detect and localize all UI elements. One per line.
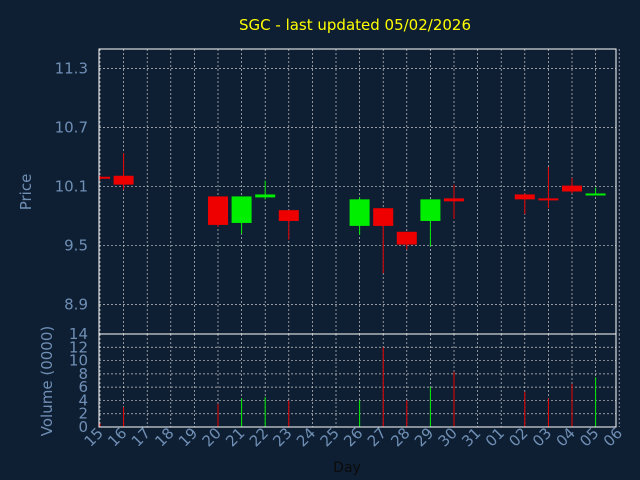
price-tick-label: 10.1 <box>55 178 88 196</box>
candle-body <box>396 231 417 245</box>
candle-body <box>562 185 582 192</box>
candle-body <box>100 176 110 179</box>
candle-body <box>208 196 228 225</box>
candles <box>99 153 606 274</box>
volume-tick-label: 4 <box>78 391 88 409</box>
price-tick-labels: 8.9 9.5 10.1 10.7 11.3 <box>55 60 88 314</box>
volume-bars <box>99 347 597 427</box>
volume-tick-label: 6 <box>78 378 88 396</box>
volume-tick-label: 0 <box>78 418 88 436</box>
chart-title: SGC - last updated 05/02/2026 <box>239 16 471 34</box>
candle-body <box>231 196 252 223</box>
volume-plot-frame <box>98 333 617 428</box>
volume-tick-label: 12 <box>69 338 88 356</box>
candle-body <box>255 194 276 198</box>
x-tick-labels: 1516171819202122232425262728293031010203… <box>81 424 626 450</box>
price-tick-label: 11.3 <box>55 60 88 78</box>
candle-body <box>373 208 394 226</box>
candle-body <box>444 198 464 202</box>
candle-body <box>514 194 535 200</box>
volume-tick-label: 10 <box>69 352 88 370</box>
price-axis-label: Price <box>17 174 35 211</box>
price-tick-label: 10.7 <box>55 119 88 137</box>
x-axis-label: Day <box>333 460 361 476</box>
candle-body <box>538 198 559 201</box>
candle-body <box>585 193 606 196</box>
volume-axis-label: Volume (0000) <box>38 326 56 436</box>
price-tick-label: 8.9 <box>64 296 88 314</box>
volume-tick-label: 2 <box>78 405 88 423</box>
candle-body <box>349 199 370 226</box>
candle-body <box>420 199 441 221</box>
candle-body <box>113 175 134 185</box>
volume-tick-label: 14 <box>69 325 88 343</box>
price-tick-label: 9.5 <box>64 237 88 255</box>
price-grid <box>99 49 620 334</box>
candle-body <box>278 210 299 221</box>
volume-tick-label: 8 <box>78 365 88 383</box>
